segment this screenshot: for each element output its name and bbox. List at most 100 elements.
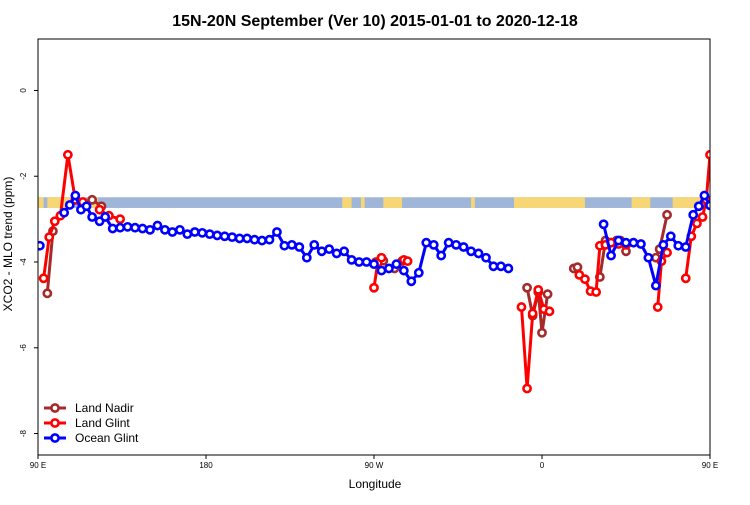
data-point	[38, 240, 45, 251]
series-line	[727, 200, 742, 293]
data-point	[376, 252, 387, 263]
data-point	[665, 231, 676, 242]
data-point	[279, 240, 290, 251]
data-point	[662, 247, 672, 258]
land-strip-segment	[672, 197, 707, 208]
data-point	[316, 246, 327, 257]
data-point	[38, 273, 49, 284]
data-point	[688, 209, 699, 220]
plot-area	[38, 149, 742, 394]
data-point	[167, 227, 178, 237]
legend-marker	[50, 403, 60, 413]
data-point	[516, 302, 527, 312]
data-point	[44, 232, 55, 243]
data-point	[398, 265, 409, 276]
data-point	[705, 200, 710, 211]
data-point	[496, 261, 506, 272]
data-point	[197, 227, 208, 238]
data-point	[189, 227, 200, 237]
data-point	[115, 222, 126, 233]
legend-label: Ocean Glint	[75, 431, 139, 445]
data-point	[94, 204, 105, 215]
data-point	[522, 383, 532, 394]
data-point	[406, 276, 417, 287]
legend-marker	[50, 418, 60, 428]
data-point	[621, 237, 631, 248]
x-tick-label: 180	[199, 461, 213, 470]
y-tick-label: 0	[19, 88, 28, 93]
data-point	[62, 149, 73, 160]
x-axis-label: Longitude	[349, 477, 402, 491]
data-point	[402, 256, 413, 267]
data-point	[537, 327, 547, 338]
data-point	[212, 230, 223, 241]
data-point	[219, 231, 230, 242]
axes: 90 E 180 90 W 0 90 E 0 -2 -4 -6 -8	[19, 88, 718, 470]
data-point	[234, 233, 245, 244]
data-point	[294, 242, 305, 252]
data-point	[249, 234, 260, 245]
data-point	[122, 221, 133, 232]
data-point	[606, 250, 616, 261]
ocean-strip	[38, 197, 710, 208]
data-point	[137, 223, 148, 234]
data-point	[692, 218, 702, 229]
data-point	[613, 235, 624, 246]
y-tick-label: -4	[19, 258, 28, 266]
data-point	[145, 224, 155, 235]
data-point	[680, 242, 691, 252]
data-point	[152, 220, 163, 231]
data-point	[384, 263, 394, 274]
series-line	[45, 230, 55, 294]
legend-label: Land Glint	[75, 416, 130, 430]
data-point	[286, 239, 297, 250]
land-strip-segment	[47, 197, 72, 208]
data-point	[87, 212, 98, 222]
data-point	[309, 239, 320, 250]
series-line	[62, 194, 509, 283]
land-strip-segment	[360, 197, 365, 208]
data-point	[705, 149, 710, 160]
data-point	[527, 308, 538, 319]
data-point	[49, 216, 60, 227]
data-point	[443, 237, 454, 248]
data-point	[130, 222, 140, 233]
x-tick-label: 90 W	[365, 461, 384, 470]
land-strip-segment	[383, 197, 402, 208]
data-point	[59, 207, 70, 218]
data-point	[421, 237, 432, 248]
data-point	[598, 219, 609, 230]
legend-marker	[50, 433, 60, 443]
land-strip-segment	[631, 197, 651, 208]
data-point	[346, 254, 357, 265]
data-point	[466, 246, 476, 257]
data-point	[376, 265, 387, 276]
data-point	[436, 250, 447, 261]
data-point	[542, 289, 553, 300]
data-point	[544, 306, 555, 317]
data-point	[662, 209, 672, 220]
data-point	[339, 246, 350, 257]
data-point	[107, 223, 118, 234]
data-point	[693, 201, 704, 212]
data-point	[636, 239, 646, 249]
data-point	[673, 240, 684, 251]
data-point	[204, 229, 215, 240]
series-line	[719, 211, 730, 218]
series-ocean-glint	[38, 190, 710, 291]
data-point	[115, 214, 126, 225]
series-line	[578, 245, 602, 294]
data-point	[242, 233, 252, 244]
data-point	[451, 239, 462, 250]
data-point	[458, 242, 469, 252]
data-point	[680, 273, 691, 284]
x-tick-label: 0	[540, 461, 545, 470]
data-point	[64, 200, 75, 210]
data-point	[533, 284, 544, 295]
data-point	[264, 234, 275, 245]
land-strip-segment	[342, 197, 352, 208]
data-point	[369, 282, 379, 293]
data-point	[699, 190, 710, 201]
